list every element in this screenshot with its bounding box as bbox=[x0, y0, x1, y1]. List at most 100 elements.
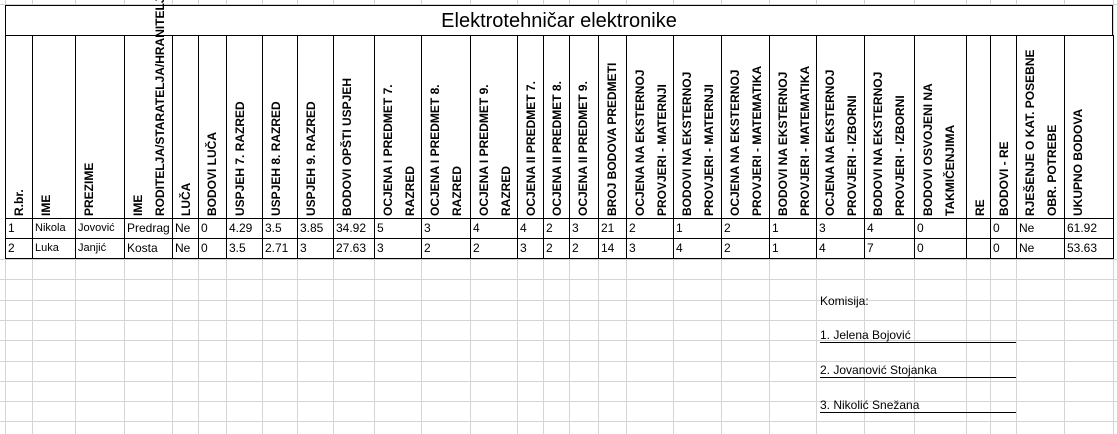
column-header: OCJENA II PREDMET 9. bbox=[569, 35, 599, 219]
header-text: R.br. bbox=[12, 189, 26, 216]
commission-member: 1. Jelena Bojović bbox=[820, 328, 1016, 343]
table-cell: Ne bbox=[172, 218, 199, 239]
table-cell: 2 bbox=[543, 238, 570, 259]
table-cell: 2 bbox=[721, 218, 770, 239]
table-cell bbox=[966, 218, 991, 239]
table-cell: 0 bbox=[198, 238, 227, 259]
header-text: BROJ BODOVA PREDMETI bbox=[605, 62, 619, 216]
column-header: BODOVI LUČA bbox=[198, 35, 227, 219]
sheet-title: Elektrotehničar elektronike bbox=[5, 5, 1113, 36]
header-text: OCJENA II PREDMET 9. bbox=[576, 81, 590, 216]
header-text: USPJEH 9. RAZRED bbox=[304, 101, 318, 216]
table-cell: 0 bbox=[990, 238, 1017, 259]
table-cell: Ne bbox=[172, 238, 199, 259]
table-cell: 2 bbox=[421, 238, 471, 259]
table-cell: Kosta bbox=[124, 238, 173, 259]
column-header: R.br. bbox=[5, 35, 33, 219]
column-header: RE bbox=[966, 35, 991, 219]
column-header: OCJENA NA EKSTERNOJ PROVJERI - MATEMATIK… bbox=[721, 35, 770, 219]
commission-label: Komisija: bbox=[820, 294, 869, 308]
header-text: OCJENA I PREDMET 8. RAZRED bbox=[428, 84, 464, 216]
table-cell: Jovović bbox=[75, 218, 125, 239]
column-header: OCJENA I PREDMET 7. RAZRED bbox=[374, 35, 422, 219]
table-cell: Nikola bbox=[32, 218, 76, 239]
column-header: UKUPNO BODOVA bbox=[1064, 35, 1114, 219]
column-header: RJEŠENJE O KAT. POSEBNE OBR. POTREBE bbox=[1016, 35, 1065, 219]
header-text: PREZIME bbox=[82, 162, 96, 216]
table-cell: Luka bbox=[32, 238, 76, 259]
header-text: BODOVI NA EKSTERNOJ PROVJERI - MATEMATIK… bbox=[776, 65, 812, 216]
header-text: BODOVI LUČA bbox=[205, 132, 219, 216]
table-cell: 34.92 bbox=[333, 218, 375, 239]
table-cell: 2 bbox=[470, 238, 518, 259]
header-text: OCJENA II PREDMET 7. bbox=[524, 81, 538, 216]
header-text: IME RODITELJA/STARATELJA/HRANITELJA bbox=[131, 0, 167, 216]
table-cell: 27.63 bbox=[333, 238, 375, 259]
header-text: OCJENA NA EKSTERNOJ PROVJERI - MATEMATIK… bbox=[728, 65, 764, 216]
column-header: USPJEH 7. RAZRED bbox=[226, 35, 263, 219]
column-header: USPJEH 9. RAZRED bbox=[297, 35, 334, 219]
column-header: BODOVI NA EKSTERNOJ PROVJERI - IZBORNI bbox=[864, 35, 915, 219]
header-text: BODOVI NA EKSTERNOJ PROVJERI - IZBORNI bbox=[871, 71, 907, 216]
table-cell: 1 bbox=[769, 218, 817, 239]
table-cell: 53.63 bbox=[1064, 238, 1114, 259]
table-cell: 1 bbox=[769, 238, 817, 259]
header-text: UKUPNO BODOVA bbox=[1071, 108, 1085, 216]
column-header: OCJENA I PREDMET 8. RAZRED bbox=[421, 35, 471, 219]
table-cell: 3 bbox=[517, 238, 544, 259]
header-text: BODOVI OPŠTI USPJEH bbox=[340, 77, 354, 216]
table-cell: 2 bbox=[543, 218, 570, 239]
table-cell: 3.5 bbox=[262, 218, 298, 239]
header-text: RJEŠENJE O KAT. POSEBNE OBR. POTREBE bbox=[1023, 49, 1059, 217]
header-text: OCJENA I PREDMET 7. RAZRED bbox=[381, 84, 417, 216]
table-cell: 0 bbox=[914, 238, 967, 259]
table-cell: 0 bbox=[914, 218, 967, 239]
column-header: BROJ BODOVA PREDMETI bbox=[598, 35, 627, 219]
column-header: USPJEH 8. RAZRED bbox=[262, 35, 298, 219]
table-cell: 4 bbox=[816, 238, 865, 259]
column-header: OCJENA II PREDMET 8. bbox=[543, 35, 570, 219]
column-header: LUČA bbox=[172, 35, 199, 219]
header-text: BODOVI - RE bbox=[997, 141, 1011, 216]
commission-member: 3. Nikolić Snežana bbox=[820, 398, 1016, 413]
table-cell: Janjić bbox=[75, 238, 125, 259]
table-cell: 4 bbox=[864, 218, 915, 239]
table-cell: 3 bbox=[421, 218, 471, 239]
column-header: OCJENA NA EKSTERNOJ PROVJERI - MATERNJI bbox=[626, 35, 674, 219]
table-cell: 1 bbox=[673, 218, 722, 239]
table-cell: Predrag bbox=[124, 218, 173, 239]
column-header: OCJENA II PREDMET 7. bbox=[517, 35, 544, 219]
column-header: BODOVI NA EKSTERNOJ PROVJERI - MATERNJI bbox=[673, 35, 722, 219]
table-cell: 3 bbox=[297, 238, 334, 259]
header-text: OCJENA II PREDMET 8. bbox=[550, 81, 564, 216]
table-cell: 7 bbox=[864, 238, 915, 259]
column-header: OCJENA NA EKSTERNOJ PROVJERI - IZBORNI bbox=[816, 35, 865, 219]
table-cell: 61.92 bbox=[1064, 218, 1114, 239]
table-cell bbox=[966, 238, 991, 259]
table-cell: 14 bbox=[598, 238, 627, 259]
column-header: OCJENA I PREDMET 9. RAZRED bbox=[470, 35, 518, 219]
header-text: OCJENA I PREDMET 9. RAZRED bbox=[477, 84, 513, 216]
header-text: LUČA bbox=[179, 182, 193, 216]
table-cell: 2 bbox=[5, 238, 33, 259]
table-cell: 3 bbox=[816, 218, 865, 239]
table-cell: 1 bbox=[5, 218, 33, 239]
table-cell: 0 bbox=[198, 218, 227, 239]
table-cell: 2 bbox=[626, 218, 674, 239]
table-cell: 4.29 bbox=[226, 218, 263, 239]
column-header: BODOVI - RE bbox=[990, 35, 1017, 219]
header-text: BODOVI NA EKSTERNOJ PROVJERI - MATERNJI bbox=[680, 71, 716, 216]
column-header: BODOVI NA EKSTERNOJ PROVJERI - MATEMATIK… bbox=[769, 35, 817, 219]
column-header: PREZIME bbox=[75, 35, 125, 219]
table-cell: 4 bbox=[470, 218, 518, 239]
table-cell: 4 bbox=[673, 238, 722, 259]
header-text: IME bbox=[39, 194, 53, 216]
table-cell: 2.71 bbox=[262, 238, 298, 259]
table-cell: 2 bbox=[569, 238, 599, 259]
column-header: IME bbox=[32, 35, 76, 219]
commission-member: 2. Jovanović Stojanka bbox=[820, 363, 1016, 378]
column-header: IME RODITELJA/STARATELJA/HRANITELJA bbox=[124, 0, 173, 219]
column-header: BODOVI OSVOJENI NA TAKMIČENJIMA bbox=[914, 35, 967, 219]
header-text: OCJENA NA EKSTERNOJ PROVJERI - IZBORNI bbox=[823, 69, 859, 216]
